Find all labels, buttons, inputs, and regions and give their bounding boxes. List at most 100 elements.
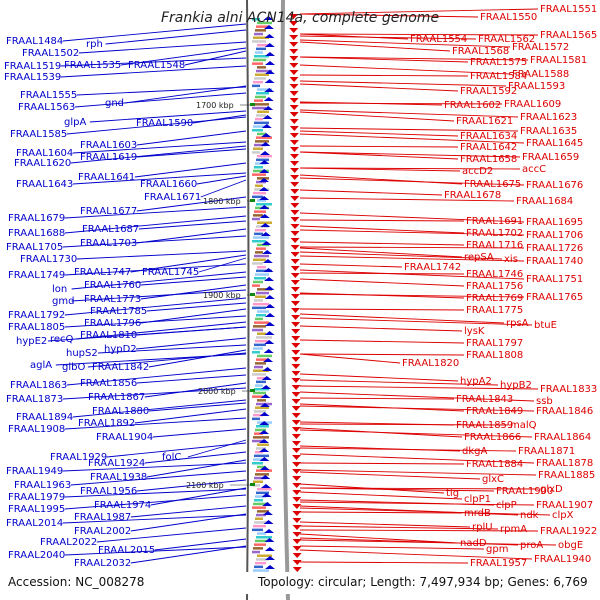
left-gene-label[interactable]: FRAAL1785 [90, 306, 147, 317]
right-gene-label[interactable]: FRAAL1623 [520, 112, 577, 123]
left-gene-label[interactable]: FRAAL1705 [6, 242, 63, 253]
left-gene-label[interactable]: FRAAL2002 [74, 526, 131, 537]
left-gene-label[interactable]: FRAAL1730 [20, 254, 77, 265]
left-gene-label[interactable]: FRAAL1796 [84, 318, 141, 329]
left-gene-label[interactable]: FRAAL1677 [80, 206, 137, 217]
right-gene-label[interactable]: FRAAL1884 [466, 459, 523, 470]
left-gene-label[interactable]: FRAAL1585 [10, 129, 67, 140]
right-gene-label[interactable]: FRAAL1584 [470, 71, 527, 82]
left-gene-label[interactable]: FRAAL1963 [14, 480, 71, 491]
right-gene-label[interactable]: FRAAL1866 [464, 432, 521, 443]
left-gene-label[interactable]: FRAAL1974 [94, 500, 151, 511]
right-gene-label[interactable]: FRAAL1645 [526, 138, 583, 149]
right-gene-label[interactable]: FRAAL1797 [466, 338, 523, 349]
right-gene-label[interactable]: accC [522, 164, 546, 175]
left-gene-label[interactable]: FRAAL1620 [14, 158, 71, 169]
right-gene-label[interactable]: hypA2 [460, 376, 492, 387]
left-gene-label[interactable]: FRAAL1539 [4, 72, 61, 83]
right-gene-label[interactable]: FRAAL1565 [540, 30, 597, 41]
right-gene-label[interactable]: FRAAL1726 [526, 243, 583, 254]
left-gene-label[interactable]: glbO [62, 362, 85, 373]
left-gene-label[interactable]: FRAAL1643 [16, 179, 73, 190]
left-gene-label[interactable]: FRAAL1979 [8, 492, 65, 503]
right-gene-label[interactable]: FRAAL1922 [540, 526, 597, 537]
right-gene-label[interactable]: FRAAL1684 [516, 196, 573, 207]
right-gene-label[interactable]: accD2 [462, 166, 493, 177]
right-gene-label[interactable]: FRAAL1562 [478, 34, 535, 45]
left-gene-label[interactable]: FRAAL1842 [92, 362, 149, 373]
left-gene-label[interactable]: FRAAL1502 [22, 48, 79, 59]
right-gene-label[interactable]: FRAAL1602 [444, 100, 501, 111]
right-gene-label[interactable]: rpmA [500, 524, 527, 535]
right-gene-label[interactable]: FRAAL1675 [464, 179, 521, 190]
right-gene-label[interactable]: FRAAL1592 [460, 86, 517, 97]
right-gene-label[interactable]: FRAAL1706 [526, 230, 583, 241]
left-gene-label[interactable]: lon [52, 284, 67, 295]
right-gene-label[interactable]: FRAAL1843 [456, 394, 513, 405]
right-gene-label[interactable]: glxC [482, 474, 504, 485]
left-gene-label[interactable]: FRAAL2032 [74, 558, 131, 569]
right-gene-label[interactable]: FRAAL1621 [456, 116, 513, 127]
right-gene-label[interactable]: gpm [486, 544, 508, 555]
left-gene-label[interactable]: FRAAL1810 [80, 330, 137, 341]
right-gene-label[interactable]: FRAAL1575 [470, 57, 527, 68]
left-gene-label[interactable]: FRAAL1760 [84, 280, 141, 291]
left-gene-label[interactable]: FRAAL1949 [6, 466, 63, 477]
left-gene-label[interactable]: FRAAL1688 [8, 228, 65, 239]
right-gene-label[interactable]: FRAAL1765 [526, 292, 583, 303]
right-gene-label[interactable]: FRAAL1572 [512, 42, 569, 53]
left-gene-label[interactable]: gnd [105, 98, 124, 109]
left-gene-label[interactable]: FRAAL1995 [8, 504, 65, 515]
left-gene-label[interactable]: hypE2 [16, 336, 47, 347]
right-gene-label[interactable]: FRAAL1658 [460, 154, 517, 165]
left-gene-label[interactable]: FRAAL1863 [10, 380, 67, 391]
right-gene-label[interactable]: FRAAL1642 [460, 142, 517, 153]
left-gene-label[interactable]: rph [86, 39, 103, 50]
left-gene-label[interactable]: glpA [64, 117, 86, 128]
left-gene-label[interactable]: FRAAL1660 [140, 179, 197, 190]
right-gene-label[interactable]: FRAAL1691 [466, 216, 523, 227]
right-gene-label[interactable]: FRAAL1775 [466, 305, 523, 316]
left-gene-label[interactable]: FRAAL1484 [6, 36, 63, 47]
right-gene-label[interactable]: hypB2 [500, 380, 532, 391]
right-gene-label[interactable]: FRAAL1551 [540, 4, 597, 15]
right-gene-label[interactable]: FRAAL1588 [512, 69, 569, 80]
right-gene-label[interactable]: repSA [464, 252, 494, 263]
left-gene-label[interactable]: FRAAL1792 [8, 310, 65, 321]
left-gene-label[interactable]: FRAAL1749 [8, 270, 65, 281]
right-gene-label[interactable]: FRAAL1742 [404, 262, 461, 273]
right-gene-label[interactable]: obgE [558, 540, 583, 551]
right-gene-label[interactable]: clpP1 [464, 494, 491, 505]
right-gene-label[interactable]: ndk [520, 510, 539, 521]
left-gene-label[interactable]: FRAAL1745 [142, 267, 199, 278]
right-gene-label[interactable]: FRAAL1593 [508, 81, 565, 92]
left-gene-label[interactable]: recQ [50, 334, 74, 345]
right-gene-label[interactable]: FRAAL1550 [480, 12, 537, 23]
right-gene-label[interactable]: FRAAL1678 [444, 190, 501, 201]
right-gene-label[interactable]: FRAAL1957 [470, 558, 527, 569]
left-gene-label[interactable]: FRAAL1908 [8, 424, 65, 435]
right-gene-label[interactable]: FRAAL1659 [522, 152, 579, 163]
left-gene-label[interactable]: FRAAL2022 [40, 537, 97, 548]
right-gene-label[interactable]: xis [504, 254, 518, 265]
right-gene-label[interactable]: FRAAL1859 [456, 420, 513, 431]
left-gene-label[interactable]: FRAAL1590 [136, 118, 193, 129]
right-gene-label[interactable]: tig [446, 488, 459, 499]
right-gene-label[interactable]: nadD [460, 538, 487, 549]
left-gene-label[interactable]: hypD2 [104, 344, 137, 355]
left-gene-label[interactable]: FRAAL1924 [88, 458, 145, 469]
right-gene-label[interactable]: FRAAL1907 [536, 500, 593, 511]
left-gene-label[interactable]: FRAAL1703 [80, 238, 137, 249]
right-gene-label[interactable]: FRAAL1635 [520, 126, 577, 137]
left-gene-label[interactable]: FRAAL1519 [4, 61, 61, 72]
left-gene-label[interactable]: FRAAL1773 [84, 294, 141, 305]
left-gene-label[interactable]: FRAAL1604 [16, 148, 73, 159]
left-gene-label[interactable]: FRAAL1641 [78, 172, 135, 183]
right-gene-label[interactable]: FRAAL1808 [466, 350, 523, 361]
right-gene-label[interactable]: FRAAL1634 [460, 131, 517, 142]
left-gene-label[interactable]: FRAAL1555 [20, 90, 77, 101]
right-gene-label[interactable]: FRAAL1581 [530, 55, 587, 66]
right-gene-label[interactable]: FRAAL1609 [504, 99, 561, 110]
right-gene-label[interactable]: FRAAL1751 [526, 274, 583, 285]
left-gene-label[interactable]: FRAAL1892 [78, 418, 135, 429]
